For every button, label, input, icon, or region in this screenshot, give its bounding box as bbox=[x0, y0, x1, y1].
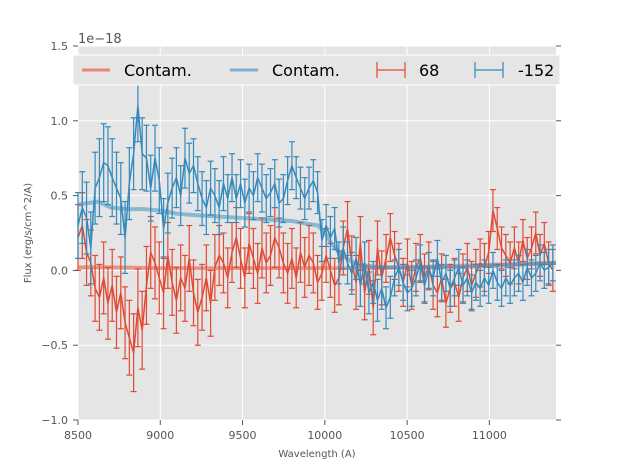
y-axis-ticks: −1.0 −0.5 0.0 0.5 1.0 1.5 bbox=[41, 40, 561, 427]
series-contam-contam bbox=[77, 199, 557, 270]
plot-background bbox=[78, 46, 556, 420]
legend-item: 68 bbox=[376, 61, 439, 80]
legend: Contam. Contam. 68 -152 bbox=[72, 54, 561, 86]
y-tick-label: −0.5 bbox=[41, 339, 68, 352]
x-tick-label: 10500 bbox=[390, 429, 425, 442]
series-layer bbox=[75, 69, 557, 393]
legend-label: -152 bbox=[518, 61, 554, 80]
spectrum-line bbox=[77, 105, 554, 309]
x-tick-label: 11000 bbox=[472, 429, 507, 442]
x-tick-label: 9500 bbox=[229, 429, 257, 442]
y-tick-label: 1.0 bbox=[51, 115, 69, 128]
legend-label: Contam. bbox=[272, 61, 340, 80]
y-tick-label: −1.0 bbox=[41, 414, 68, 427]
legend-label: Contam. bbox=[124, 61, 192, 80]
legend-item: Contam. bbox=[230, 61, 340, 80]
contam-line bbox=[77, 199, 557, 270]
legend-item: -152 bbox=[474, 61, 554, 80]
spectrum-line bbox=[77, 209, 554, 354]
x-axis-ticks: 8500 9000 9500 10000 10500 11000 bbox=[64, 420, 507, 442]
y-axis-label: Flux (erg/s/cm^2/A) bbox=[23, 183, 34, 283]
x-tick-label: 8500 bbox=[64, 429, 92, 442]
x-tick-label: 10000 bbox=[307, 429, 342, 442]
y-tick-label: 0.5 bbox=[51, 190, 69, 203]
y-tick-label: 1.5 bbox=[51, 40, 69, 53]
x-axis-label: Wavelength (A) bbox=[278, 449, 355, 460]
legend-item: Contam. bbox=[82, 61, 192, 80]
x-tick-label: 9000 bbox=[146, 429, 174, 442]
legend-label: 68 bbox=[419, 61, 439, 80]
y-tick-label: 0.0 bbox=[51, 264, 69, 277]
y-offset-label: 1e−18 bbox=[78, 32, 122, 47]
